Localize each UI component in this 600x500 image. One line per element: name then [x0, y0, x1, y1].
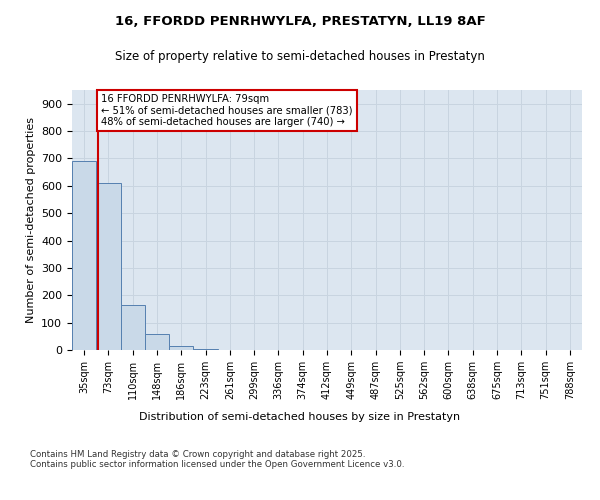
Bar	[72, 161, 96, 350]
Bar	[169, 346, 193, 350]
Bar	[145, 334, 169, 350]
Y-axis label: Number of semi-detached properties: Number of semi-detached properties	[26, 117, 35, 323]
Text: Contains HM Land Registry data © Crown copyright and database right 2025.
Contai: Contains HM Land Registry data © Crown c…	[30, 450, 404, 469]
Text: Distribution of semi-detached houses by size in Prestatyn: Distribution of semi-detached houses by …	[139, 412, 461, 422]
Text: 16 FFORDD PENRHWYLFA: 79sqm
← 51% of semi-detached houses are smaller (783)
48% : 16 FFORDD PENRHWYLFA: 79sqm ← 51% of sem…	[101, 94, 353, 128]
Text: 16, FFORDD PENRHWYLFA, PRESTATYN, LL19 8AF: 16, FFORDD PENRHWYLFA, PRESTATYN, LL19 8…	[115, 15, 485, 28]
Bar	[121, 305, 145, 350]
Bar	[193, 348, 218, 350]
Text: Size of property relative to semi-detached houses in Prestatyn: Size of property relative to semi-detach…	[115, 50, 485, 63]
Bar	[96, 183, 121, 350]
